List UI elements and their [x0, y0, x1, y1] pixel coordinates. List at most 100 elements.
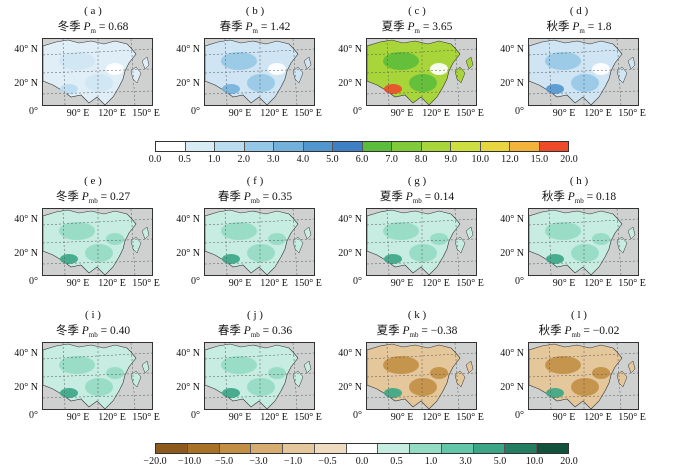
longitude-tick-label: 120° E: [584, 108, 612, 119]
latitude-tick-label: 40° N: [14, 214, 38, 225]
colorbar-swatch: [244, 142, 274, 151]
map-panel: ( g ) 夏季 Pmb = 0.14 40° N 20° N 0° 90° E 120° …: [338, 175, 484, 289]
latitude-tick-label: 0°: [29, 410, 38, 421]
island: [141, 226, 150, 240]
precip-field: [592, 367, 610, 379]
colorbar-swatch: [156, 444, 188, 453]
precip-field: [545, 222, 581, 240]
colorbar-tick-label: 10.0: [471, 154, 490, 165]
map-panel: ( e ) 冬季 Pmb = 0.27 40° N 20° N 0° 90° E 120° …: [14, 175, 160, 289]
panel-title: 春季 Pmb = 0.36: [190, 324, 320, 342]
colorbar-tick-label: 20.0: [560, 456, 578, 467]
map-frame: [42, 342, 153, 410]
metric-symbol: P: [81, 191, 89, 203]
metric-value: = −0.02: [583, 325, 620, 337]
season-label: 秋季: [541, 191, 565, 203]
colorbar-tick-label: −3.0: [249, 456, 268, 467]
latitude-tick-label: 40° N: [338, 348, 362, 359]
colorbar-swatch: [378, 444, 411, 453]
panel-title: 夏季 Pmb = −0.38: [352, 324, 482, 342]
precip-field: [268, 63, 286, 75]
metric-symbol: P: [81, 325, 89, 337]
colorbar-tick-label: −5.0: [214, 456, 234, 467]
colorbar-tick-label: 5.0: [326, 154, 339, 165]
metric-subscript: m: [90, 27, 96, 35]
longitude-gridline: [292, 343, 298, 409]
longitude-tick-label: 150° E: [132, 278, 160, 289]
map-panel: ( c ) 夏季 Pm = 3.65 40° N 20° N 0° 90° E 120° E…: [338, 5, 484, 119]
precip-field: [85, 244, 113, 262]
longitude-gridline: [616, 209, 622, 275]
colorbar-swatch: [303, 142, 333, 151]
precip-field: [268, 367, 286, 379]
longitude-tick-label: 120° E: [260, 412, 288, 423]
colorbar-tick-label: 7.0: [385, 154, 398, 165]
longitude-gridline: [616, 343, 622, 409]
panel-title: 夏季 Pmb = 0.14: [352, 190, 482, 208]
colorbar-tick-label: 3.0: [459, 456, 472, 467]
longitude-tick-label: 90° E: [390, 278, 414, 289]
colorbar-tick-label: 9.0: [444, 154, 457, 165]
precip-field: [221, 52, 257, 70]
colorbar-swatch: [274, 142, 304, 151]
colorbar-tick-label: 1.0: [424, 456, 438, 467]
colorbar-swatch: [187, 444, 220, 453]
map-frame: [528, 208, 639, 276]
colorbar-swatch: [215, 142, 245, 151]
precip-field: [85, 74, 113, 92]
colorbar-tick-label: 1.0: [207, 154, 221, 165]
longitude-gridline: [130, 39, 136, 105]
precip-field: [222, 388, 240, 398]
longitude-tick-label: 90° E: [228, 412, 252, 423]
latitude-tick-label: 40° N: [500, 214, 524, 225]
longitude-gridline: [292, 39, 298, 105]
longitude-gridline: [130, 343, 136, 409]
colorbar-swatch: [185, 142, 215, 151]
latitude-tick-label: 40° N: [14, 348, 38, 359]
longitude-tick-label: 90° E: [552, 278, 576, 289]
colorbar-tick-label: −20.0: [143, 456, 167, 467]
metric-symbol: P: [83, 21, 91, 33]
panel-title: 秋季 Pm = 1.8: [514, 20, 644, 38]
map-panel: ( a ) 冬季 Pm = 0.68 40° N 20° N 0° 90° E 120° E…: [14, 5, 160, 119]
map-frame: [366, 38, 477, 106]
colorbar-swatch: [421, 142, 451, 151]
latitude-tick-label: 40° N: [500, 44, 524, 55]
metric-subscript: mb: [88, 197, 98, 205]
metric-subscript: mb: [412, 197, 422, 205]
longitude-tick-label: 120° E: [260, 278, 288, 289]
latitude-tick-label: 0°: [515, 410, 524, 421]
precip-field: [430, 233, 448, 245]
metric-value: = 0.36: [262, 325, 293, 337]
colorbar-swatch: [451, 142, 481, 151]
metric-value: = 0.40: [100, 325, 131, 337]
colorbar-swatch: [539, 142, 568, 151]
longitude-gridline: [386, 39, 390, 105]
precip-field: [221, 222, 257, 240]
precip-field: [106, 233, 124, 245]
precip-field: [571, 244, 599, 262]
precip-field: [571, 74, 599, 92]
colorbar-swatch: [473, 444, 506, 453]
colorbar-tick-label: 0.0: [355, 456, 369, 467]
season-label: 春季: [217, 325, 241, 337]
season-label: 春季: [219, 21, 243, 33]
panel-label: ( a ): [84, 5, 102, 17]
colorbar-swatch: [156, 142, 186, 151]
map-frame: [42, 208, 153, 276]
panel-title: 秋季 Pmb = 0.18: [514, 190, 644, 208]
longitude-tick-label: 120° E: [98, 108, 126, 119]
longitude-tick-label: 150° E: [618, 108, 646, 119]
colorbar-swatch: [410, 444, 442, 453]
precip-field: [247, 74, 275, 92]
island: [303, 360, 312, 374]
precip-field: [545, 356, 581, 374]
metric-subscript: mb: [88, 331, 98, 339]
metric-value: = 0.68: [98, 21, 129, 33]
map-panel: ( k ) 夏季 Pmb = −0.38 40° N 20° N 0° 90° E 120°…: [338, 309, 484, 423]
metric-value: = 0.27: [100, 191, 131, 203]
metric-symbol: P: [243, 191, 251, 203]
longitude-tick-label: 120° E: [584, 412, 612, 423]
latitude-tick-label: 20° N: [500, 248, 524, 259]
longitude-tick-label: 120° E: [422, 278, 450, 289]
